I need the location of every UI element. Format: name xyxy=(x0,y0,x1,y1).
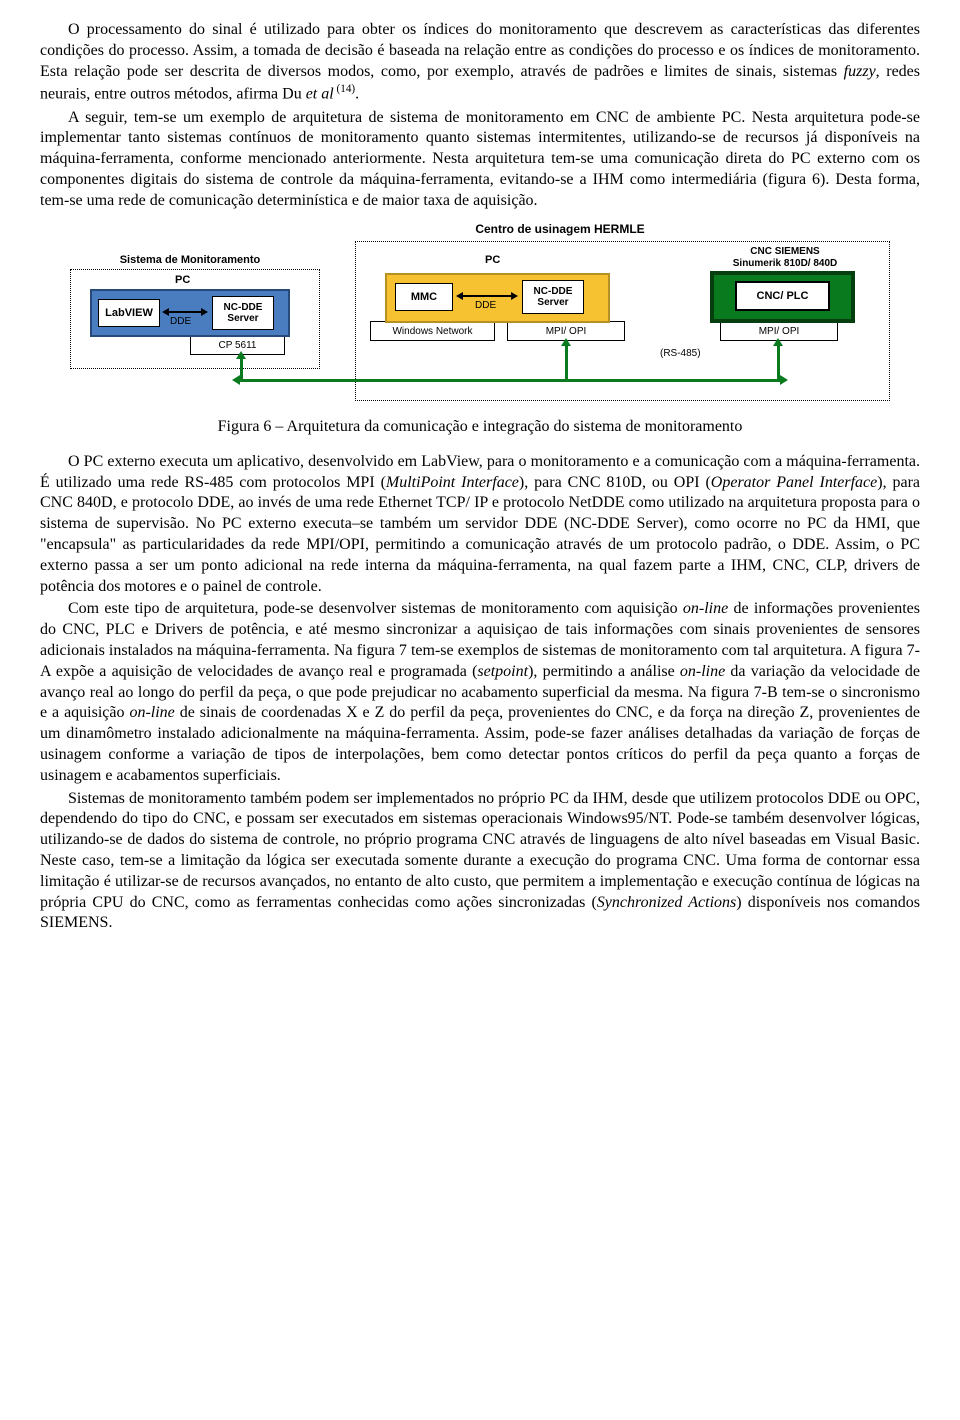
bus-cap-left-icon xyxy=(232,375,240,385)
arrow-right-icon xyxy=(201,308,208,316)
labview-box: LabVIEW xyxy=(98,299,160,327)
bus-cap-right-icon xyxy=(780,375,788,385)
dde-label-center: DDE xyxy=(475,299,496,312)
arrow-left-icon-2 xyxy=(456,292,463,300)
bus-v-left xyxy=(240,357,243,382)
p1-italic-2: et al xyxy=(306,86,334,103)
bus-v-center xyxy=(565,344,568,382)
left-pc-label: PC xyxy=(175,273,190,287)
winnet-box: Windows Network xyxy=(370,321,495,341)
paragraph-1: O processamento do sinal é utilizado par… xyxy=(40,20,920,106)
p4-i1: on-line xyxy=(683,600,728,617)
p4-i3: on-line xyxy=(680,663,725,680)
paragraph-2: A seguir, tem-se um exemplo de arquitetu… xyxy=(40,108,920,212)
figure-6-diagram: Centro de usinagem HERMLE Sistema de Mon… xyxy=(70,222,890,410)
p1-italic-1: fuzzy xyxy=(844,63,876,80)
p3c: ), para CNC 840D, e protocolo DDE, ao in… xyxy=(40,474,920,595)
bus-h-main xyxy=(240,379,780,382)
p1-text-c: . xyxy=(355,86,359,103)
diagram-canvas: Sistema de Monitoramento PC CP 5611 LabV… xyxy=(70,239,890,409)
cnc-title-2: Sinumerik 810D/ 840D xyxy=(705,257,865,270)
p4-i2: setpoint xyxy=(477,663,528,680)
diagram-title: Centro de usinagem HERMLE xyxy=(70,222,890,238)
p3-i2: Operator Panel Interface xyxy=(711,474,877,491)
dde-label-left: DDE xyxy=(170,315,191,328)
figure-6-caption: Figura 6 – Arquitetura da comunicação e … xyxy=(40,417,920,438)
p4a: Com este tipo de arquitetura, pode-se de… xyxy=(68,600,683,617)
arrow-left-icon xyxy=(162,308,169,316)
p4-i4: on-line xyxy=(129,704,174,721)
arrow-line xyxy=(169,311,201,313)
arrow-line-2 xyxy=(463,295,511,297)
paragraph-5: Sistemas de monitoramento também podem s… xyxy=(40,789,920,935)
arrow-right-icon-2 xyxy=(511,292,518,300)
ncdde-box-left: NC-DDE Server xyxy=(212,296,274,330)
rs485-label: (RS-485) xyxy=(660,347,701,360)
paragraph-3: O PC externo executa um aplicativo, dese… xyxy=(40,452,920,598)
p5-i1: Synchronized Actions xyxy=(597,894,736,911)
p3b: ), para CNC 810D, ou OPI ( xyxy=(519,474,711,491)
left-group-title: Sistema de Monitoramento xyxy=(90,253,290,267)
bus-arrow-up-center-icon xyxy=(561,338,571,346)
p1-sup: (14) xyxy=(334,83,355,95)
p3-i1: MultiPoint Interface xyxy=(386,474,519,491)
cncplc-box: CNC/ PLC xyxy=(735,281,830,311)
p4c: ), permitindo a análise xyxy=(528,663,680,680)
bus-arrow-up-left-icon xyxy=(236,351,246,359)
p1-text-a: O processamento do sinal é utilizado par… xyxy=(40,21,920,80)
p5a: Sistemas de monitoramento também podem s… xyxy=(40,790,920,911)
pc-center-label: PC xyxy=(485,253,500,267)
bus-arrow-up-right-icon xyxy=(773,338,783,346)
paragraph-4: Com este tipo de arquitetura, pode-se de… xyxy=(40,599,920,786)
ncdde-box-center: NC-DDE Server xyxy=(522,280,584,314)
mmc-box: MMC xyxy=(395,283,453,311)
